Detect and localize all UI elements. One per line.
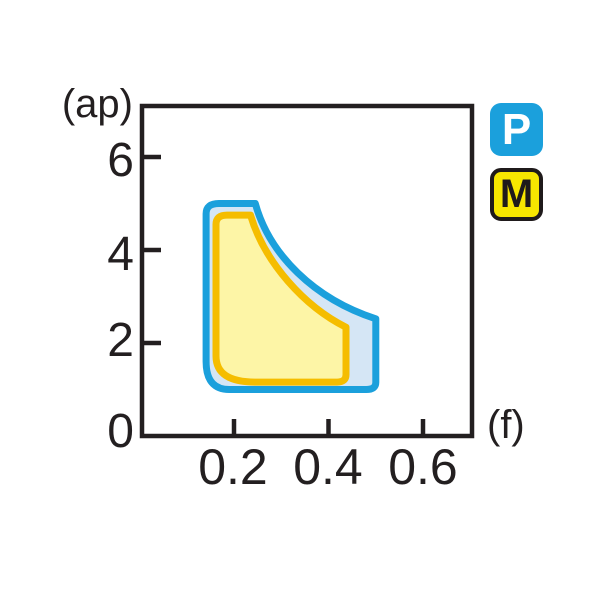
x-axis-label: (f) [487, 403, 525, 447]
grade-badge-p-letter: P [501, 104, 532, 154]
y-tick-label-2: 2 [107, 314, 134, 367]
plot-frame [139, 103, 475, 439]
grade-badge-P: P [490, 103, 543, 156]
grade-badge-m-letter: M [499, 172, 534, 216]
x-tick-label-0.4: 0.4 [293, 439, 363, 495]
grade-badge-M: M [490, 168, 543, 221]
y-tick-label-6: 6 [107, 134, 134, 187]
y-axis-label: (ap) [61, 82, 133, 126]
y-tick-label-4: 4 [107, 228, 134, 281]
x-tick-label-0.6: 0.6 [388, 439, 458, 495]
x-tick-label-0.2: 0.2 [198, 439, 268, 495]
y-tick-label-0: 0 [107, 405, 134, 458]
region-M [212, 211, 350, 386]
